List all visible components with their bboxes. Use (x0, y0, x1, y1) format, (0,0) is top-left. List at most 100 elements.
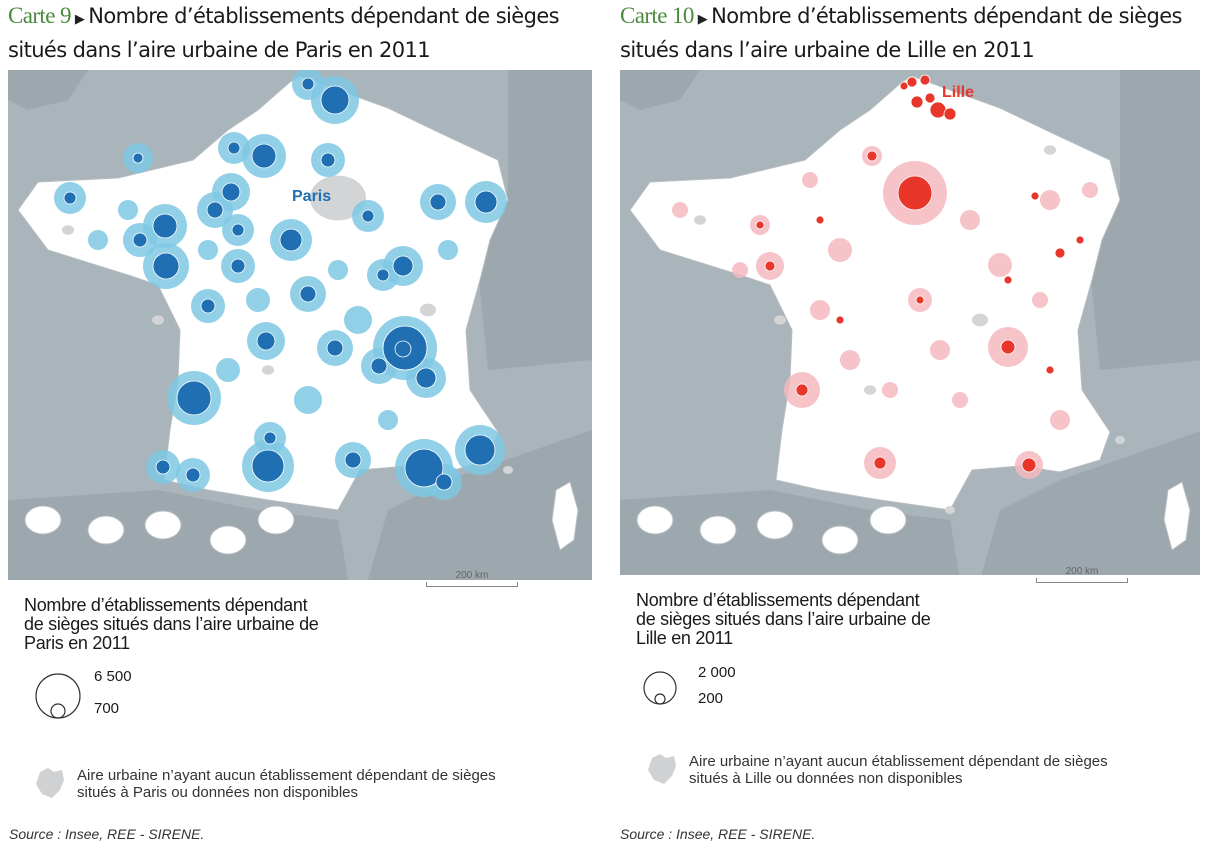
legend-note-line: Aire urbaine n’ayant aucun établissement… (77, 767, 496, 784)
neighbouring-land (8, 70, 592, 580)
legend-large-value: 6 500 (94, 668, 132, 685)
bubble (63, 191, 77, 205)
map-paris (8, 68, 592, 580)
bubble (200, 298, 216, 314)
bubble (866, 150, 878, 162)
overseas-territory (144, 510, 182, 540)
bubble (263, 431, 277, 445)
overseas-territory (257, 505, 295, 535)
bubble (370, 357, 388, 375)
urban-area-halo (198, 240, 218, 260)
map-title-lille: Carte 10 ▶ Nombre d’établissements dépenda… (620, 0, 1182, 66)
bubble (152, 252, 180, 280)
urban-area-halo (294, 386, 322, 414)
bubble (815, 215, 825, 225)
scale-label: 200 km (1065, 566, 1099, 577)
bubble (394, 340, 412, 358)
bubble (227, 141, 241, 155)
urban-area-no-data (1044, 145, 1056, 155)
bubble (924, 92, 936, 104)
city-label-lille: Lille (942, 84, 975, 101)
france-outline (629, 75, 1121, 511)
bubble (1045, 365, 1055, 375)
urban-area-halo (930, 340, 950, 360)
bubble (344, 451, 362, 469)
triangle-icon: ▶ (697, 12, 708, 27)
bubble (361, 209, 375, 223)
overseas-territory (24, 505, 62, 535)
bubble (415, 367, 437, 389)
map-canvas (620, 70, 1204, 580)
bubble (919, 74, 931, 86)
bubble (230, 258, 246, 274)
corsica-outline (1163, 481, 1191, 551)
urban-area-no-data (152, 315, 164, 325)
overseas-territory (699, 515, 737, 545)
carte-number: Carte 9 (8, 3, 71, 28)
urban-area-halo (988, 253, 1012, 277)
urban-area-halo (802, 172, 818, 188)
bubble (152, 213, 178, 239)
bubble (474, 190, 498, 214)
bubble (404, 448, 444, 488)
legend-title-line: de sièges situés dans l’aire urbaine de (636, 609, 931, 629)
urban-area-no-data (310, 175, 366, 221)
bubble (155, 459, 171, 475)
legend-small-value: 200 (698, 690, 724, 707)
legend-circles (35, 673, 81, 719)
legend-large-value: 2 000 (698, 664, 736, 681)
bubble (464, 434, 496, 466)
bubble (929, 101, 947, 119)
legend-title-line: de sièges situés dans l’aire urbaine de (24, 614, 319, 634)
urban-area-no-data (694, 215, 706, 225)
urban-area-no-data (774, 315, 786, 325)
bubble (1030, 191, 1040, 201)
bubble (915, 295, 925, 305)
urban-area-icon (36, 768, 64, 798)
bubble (132, 152, 144, 164)
bubble (1021, 457, 1037, 473)
bubble (326, 339, 344, 357)
bubble (206, 201, 224, 219)
triangle-icon: ▶ (74, 12, 85, 27)
bubble (1003, 275, 1013, 285)
urban-area-no-data (262, 365, 274, 375)
bubble (429, 193, 447, 211)
urban-area-halo (344, 306, 372, 334)
urban-area-halo (1032, 292, 1048, 308)
legend-small-value: 700 (94, 700, 120, 717)
urban-area-no-data (864, 385, 876, 395)
overseas-territory (209, 525, 247, 555)
legend-title-line: Nombre d’établissements dépendant (636, 590, 920, 610)
legend-title: Nombre d’établissements dépendant de siè… (24, 596, 319, 653)
legend-note-line: situés à Lille ou données non disponible… (689, 770, 963, 787)
urban-area-no-data (972, 313, 988, 327)
urban-area-halo (732, 262, 748, 278)
legend-note-line: Aire urbaine n’ayant aucun établissement… (689, 753, 1108, 770)
overseas-territory (756, 510, 794, 540)
urban-area-halo (960, 210, 980, 230)
bubble (376, 268, 390, 282)
corsica-outline (551, 481, 579, 551)
urban-area-no-data (62, 225, 74, 235)
bubble (279, 228, 303, 252)
city-label-paris: Paris (292, 188, 332, 205)
bubble (1000, 339, 1016, 355)
urban-area-halo (1040, 190, 1060, 210)
legend-title-line: Nombre d’établissements dépendant (24, 595, 308, 615)
scale-bar: 200 km (1036, 566, 1128, 583)
urban-area-halo (328, 260, 348, 280)
source-note: Source : Insee, REE - SIRENE. (9, 826, 205, 842)
bubble (906, 76, 918, 88)
urban-area-halo (438, 240, 458, 260)
bubble (231, 223, 245, 237)
bubble (795, 383, 809, 397)
legend-circles (643, 671, 677, 705)
overseas-territory (636, 505, 674, 535)
title-line: situés dans l’aire urbaine de Lille en 2… (620, 38, 1035, 62)
urban-area-halo (810, 300, 830, 320)
urban-area-halo (246, 288, 270, 312)
bubble (251, 449, 285, 483)
urban-area-halo (882, 382, 898, 398)
bubble (221, 182, 241, 202)
